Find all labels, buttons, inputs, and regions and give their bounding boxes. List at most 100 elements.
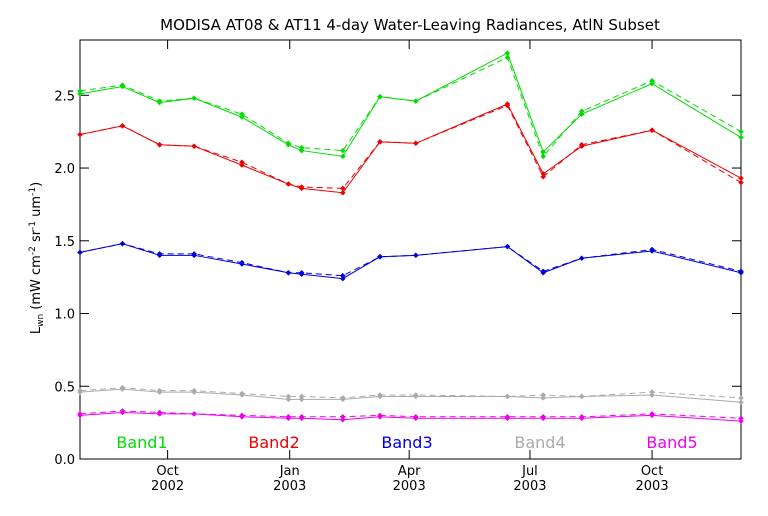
data-point xyxy=(578,141,585,148)
legend-item: Band3 xyxy=(381,433,432,452)
legend: Band1 Band2 Band3 Band4 Band5 xyxy=(116,433,697,452)
data-point xyxy=(412,413,419,420)
y-axis-label: Lwn (mW cm-2 sr-1 um-1) xyxy=(28,182,46,334)
series-layer xyxy=(77,50,744,425)
data-point xyxy=(156,409,163,416)
y-tick-label: 2.0 xyxy=(54,162,75,177)
series-line-dashed xyxy=(79,56,742,158)
plot-axes: 0.00.51.01.52.02.5Oct2002Jan2003Apr2003J… xyxy=(54,39,742,494)
plot-frame xyxy=(79,39,742,460)
chart-title: MODISA AT08 & AT11 4-day Water-Leaving R… xyxy=(160,16,660,34)
data-point xyxy=(119,82,126,88)
x-tick-label-month: Oct xyxy=(641,464,663,479)
y-axis-label-units: um xyxy=(29,196,44,221)
data-point xyxy=(191,95,198,102)
data-point xyxy=(191,411,198,417)
x-tick-label-month: Oct xyxy=(156,464,178,479)
data-point xyxy=(285,269,292,276)
data-point xyxy=(285,393,292,400)
data-point xyxy=(738,395,744,401)
data-point xyxy=(191,143,198,150)
data-point xyxy=(412,140,419,147)
data-point xyxy=(191,387,198,394)
data-point xyxy=(239,159,245,166)
data-point xyxy=(285,140,292,147)
data-point xyxy=(377,253,383,260)
data-point xyxy=(298,413,305,420)
series-line xyxy=(79,243,742,280)
data-point xyxy=(377,138,383,145)
data-point xyxy=(649,389,655,395)
data-point xyxy=(285,181,292,187)
data-point xyxy=(377,412,383,419)
data-point xyxy=(339,189,346,196)
legend-item: Band2 xyxy=(248,433,299,452)
y-tick-label: 2.5 xyxy=(54,89,75,104)
data-point xyxy=(649,246,655,253)
data-point xyxy=(540,173,547,180)
data-point xyxy=(77,387,83,394)
y-axis-label-exp: -1 xyxy=(28,187,38,196)
data-point xyxy=(578,393,585,400)
data-point xyxy=(540,413,547,420)
data-point xyxy=(119,408,126,414)
x-tick-label-month: Apr xyxy=(398,464,421,479)
svg-text:Lwn (mW cm-2 sr-1 um-1): Lwn (mW cm-2 sr-1 um-1) xyxy=(28,182,46,334)
data-point xyxy=(298,184,305,190)
data-point xyxy=(504,413,511,420)
data-point xyxy=(578,413,585,420)
series-line-dashed xyxy=(79,410,742,419)
data-point xyxy=(119,240,126,247)
data-point xyxy=(504,393,511,400)
data-point xyxy=(156,98,163,104)
x-tick-label-month: Jul xyxy=(521,464,538,479)
x-tick-label-year: 2003 xyxy=(636,479,669,494)
data-point xyxy=(738,128,744,135)
y-axis-label-units: ) xyxy=(29,182,44,187)
data-point xyxy=(339,185,346,192)
legend-item: Band5 xyxy=(646,433,697,452)
data-point xyxy=(504,243,511,250)
data-point xyxy=(156,141,163,148)
data-point xyxy=(298,393,305,400)
legend-item: Band1 xyxy=(116,433,167,452)
series-line xyxy=(79,388,742,403)
data-point xyxy=(540,149,547,155)
data-point xyxy=(578,255,585,262)
data-point xyxy=(540,268,547,275)
data-point xyxy=(412,392,419,398)
data-point xyxy=(239,259,245,266)
data-point xyxy=(578,108,585,115)
data-point xyxy=(298,269,305,276)
x-tick-label-year: 2003 xyxy=(513,479,546,494)
data-point xyxy=(738,399,744,406)
data-point xyxy=(377,93,383,100)
data-point xyxy=(119,122,126,129)
data-point xyxy=(738,175,744,182)
data-point xyxy=(377,392,383,398)
x-tick-label-year: 2002 xyxy=(151,479,184,494)
data-point xyxy=(191,251,198,257)
data-point xyxy=(649,127,655,134)
data-point xyxy=(649,411,655,417)
x-tick-label-month: Jan xyxy=(279,464,300,479)
y-tick-label: 0.0 xyxy=(54,453,75,468)
series-line-dashed xyxy=(79,243,742,277)
data-point xyxy=(738,179,744,186)
data-point xyxy=(77,88,83,94)
data-point xyxy=(239,111,245,118)
data-point xyxy=(339,147,346,154)
series-line-dashed xyxy=(79,104,742,189)
data-point xyxy=(504,54,511,61)
data-point xyxy=(412,252,419,259)
data-point xyxy=(119,384,126,391)
data-point xyxy=(412,98,419,104)
data-point xyxy=(738,268,744,275)
data-point xyxy=(504,50,511,56)
y-tick-label: 1.0 xyxy=(54,308,75,323)
data-point xyxy=(239,390,245,397)
x-tick-label-year: 2003 xyxy=(393,479,426,494)
y-axis-label-exp: -1 xyxy=(28,221,38,230)
